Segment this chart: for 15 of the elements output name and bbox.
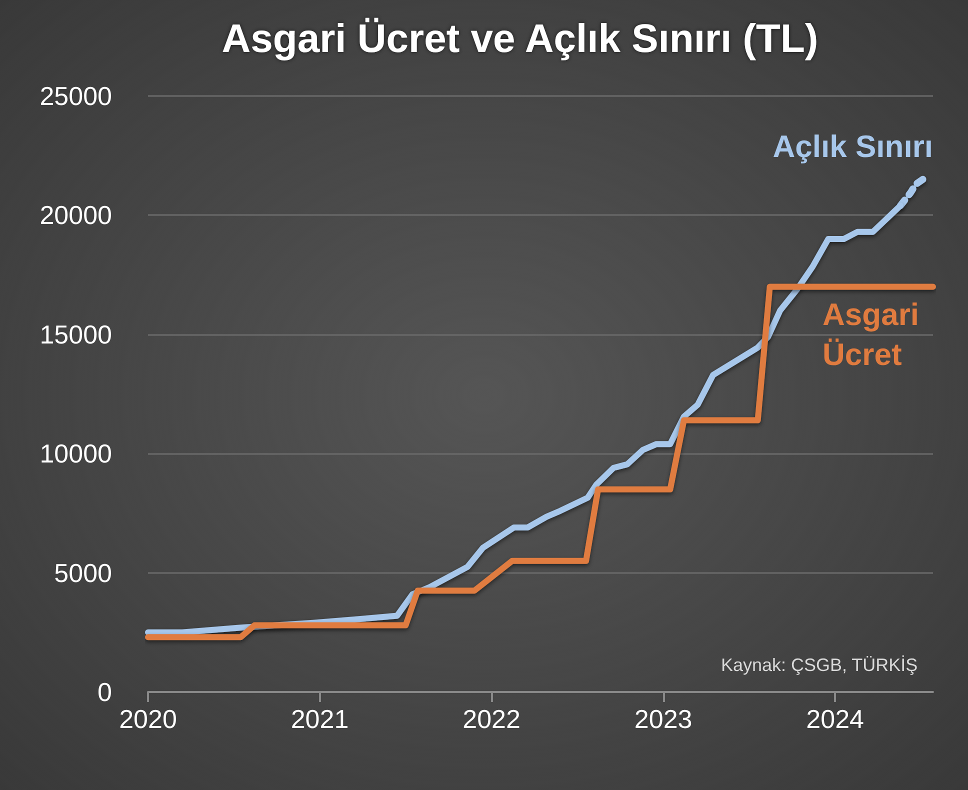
chart-title: Asgari Ücret ve Açlık Sınırı (TL) bbox=[222, 17, 818, 61]
annotation: Kaynak: ÇSGB, TÜRKİŞ bbox=[720, 655, 918, 675]
x-tick-label: 2022 bbox=[462, 704, 520, 734]
x-tick-label: 2023 bbox=[634, 704, 692, 734]
y-tick-label: 25000 bbox=[40, 81, 112, 111]
x-tick-label: 2020 bbox=[119, 704, 177, 734]
y-tick-label: 20000 bbox=[40, 200, 112, 230]
y-tick-label: 5000 bbox=[54, 558, 112, 588]
series-label: Açlık Sınırı bbox=[772, 129, 934, 164]
y-tick-label: 0 bbox=[98, 677, 112, 707]
y-tick-label: 10000 bbox=[40, 438, 112, 469]
y-tick-label: 15000 bbox=[40, 319, 112, 350]
x-tick-label: 2021 bbox=[290, 704, 349, 734]
series-label: Asgari Ücret bbox=[822, 297, 920, 372]
x-tick-label: 2024 bbox=[806, 704, 864, 734]
